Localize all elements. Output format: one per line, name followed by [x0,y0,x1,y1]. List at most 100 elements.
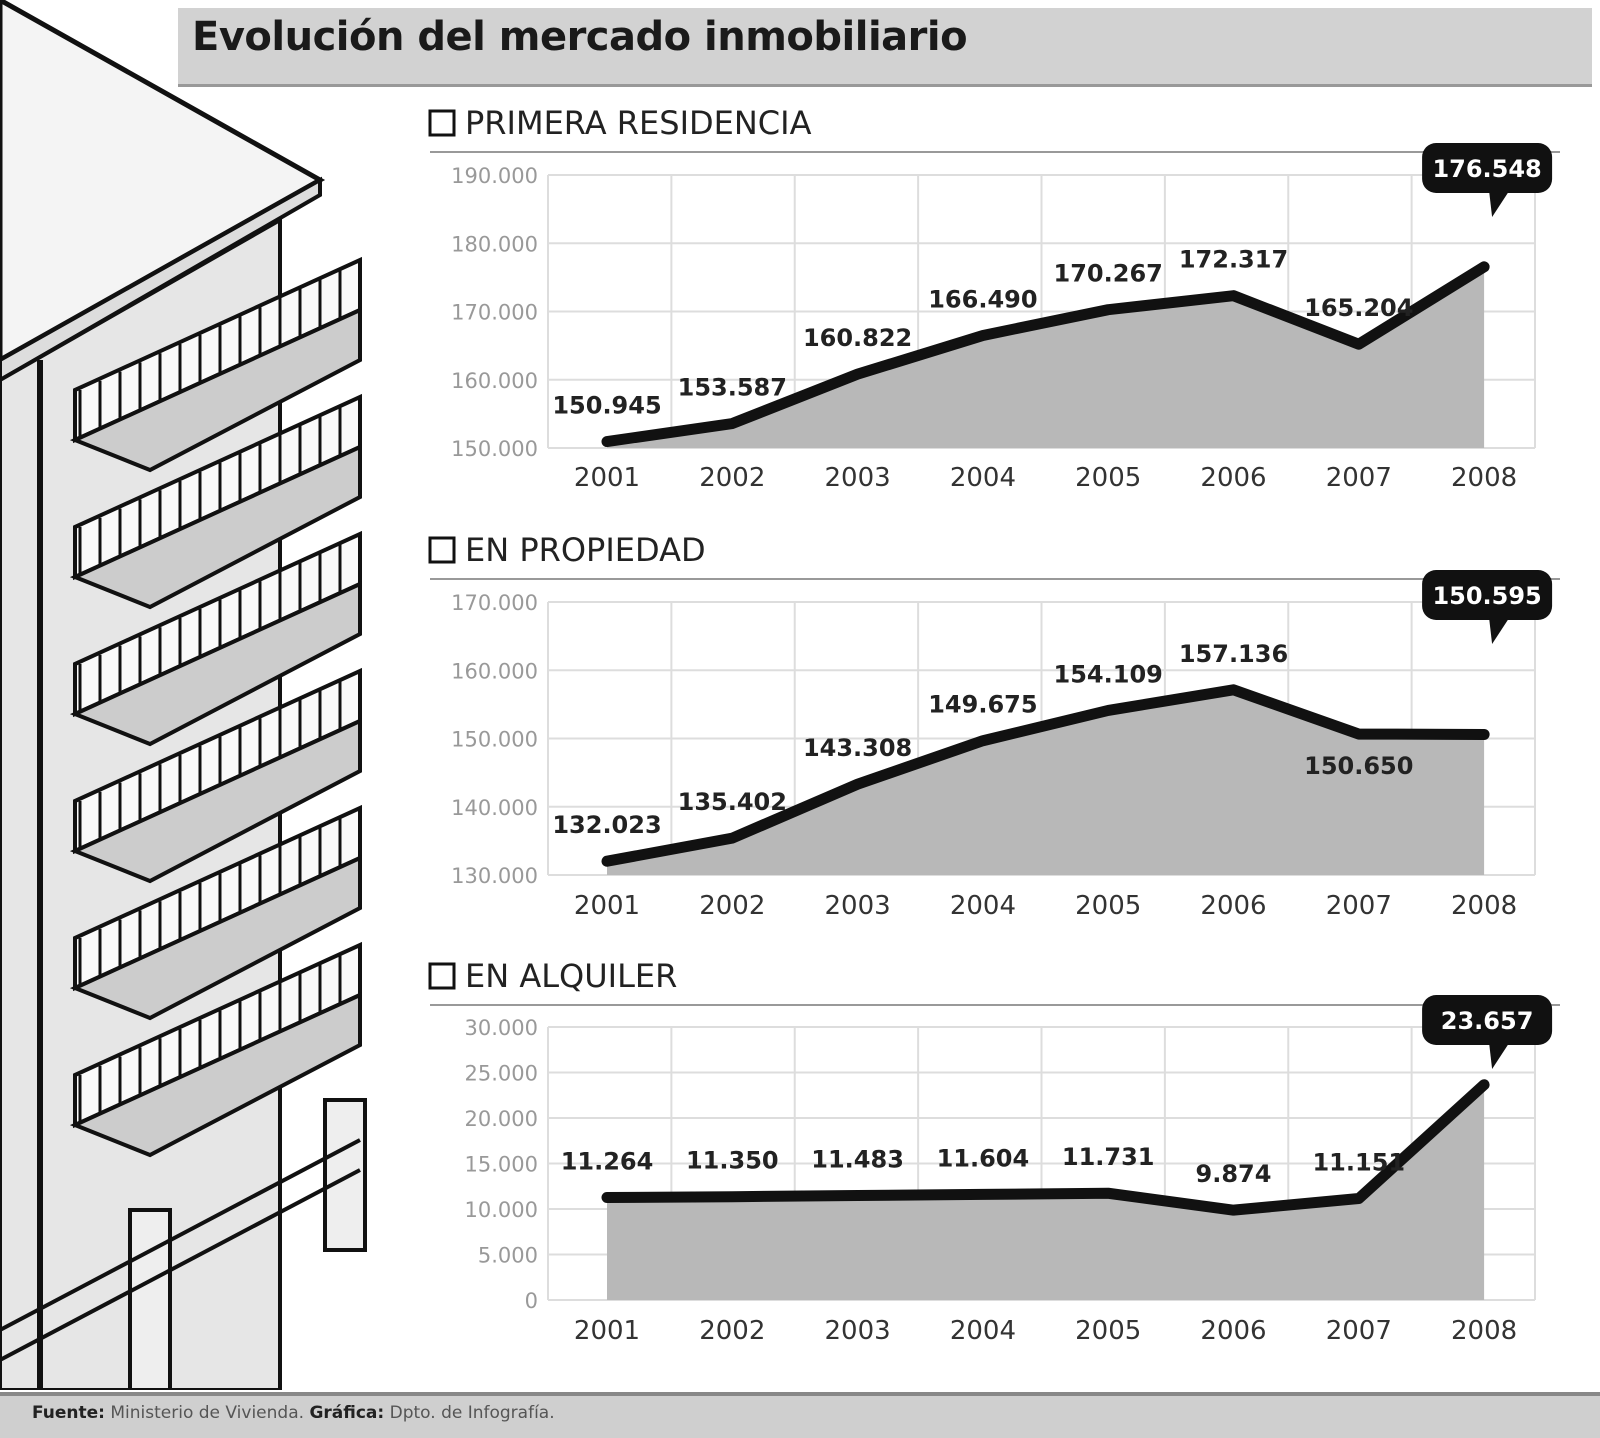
section-title: PRIMERA RESIDENCIA [465,104,812,142]
callout-value: 150.595 [1432,582,1541,610]
x-tick-label: 2004 [950,891,1016,921]
callout-pointer [1489,191,1510,217]
data-label: 11.731 [1062,1143,1155,1171]
highlight-callout: 23.657 [1422,995,1553,1069]
data-label: 135.402 [678,788,787,816]
y-tick-label: 0 [525,1289,538,1313]
x-tick-label: 2005 [1075,463,1141,493]
x-tick-label: 2001 [574,891,640,921]
chart-panel: EN ALQUILER 0 5.000 10.000 15.000 20.000 25.00… [428,957,1560,1346]
x-tick-label: 2002 [699,891,765,921]
x-tick-label: 2003 [825,891,891,921]
y-tick-label: 170.000 [451,591,538,615]
building-illustration [0,0,367,1390]
title-band [178,8,1592,87]
data-label: 11.604 [937,1144,1030,1172]
data-label: 132.023 [552,811,661,839]
data-label: 149.675 [928,691,1037,719]
x-tick-label: 2005 [1075,891,1141,921]
x-tick-label: 2002 [699,1316,765,1346]
highlight-callout: 176.548 [1422,143,1553,217]
y-tick-label: 10.000 [465,1198,538,1222]
highlight-callout: 150.595 [1422,570,1553,644]
series-line [601,1079,1490,1216]
callout-box [1422,570,1553,620]
chart-title: Evolución del mercado inmobiliario [192,14,968,60]
balcony-floor [69,991,362,1158]
x-tick-label: 2001 [574,463,640,493]
x-tick-label: 2005 [1075,1316,1141,1346]
balcony-floor [69,443,362,610]
y-tick-label: 150.000 [451,437,538,461]
x-tick-label: 2004 [950,1316,1016,1346]
section-title: EN PROPIEDAD [465,531,706,569]
data-label: 143.308 [803,734,912,762]
callout-box [1422,995,1553,1045]
data-label: 166.490 [928,285,1037,313]
y-tick-label: 140.000 [451,796,538,820]
section-box-icon [428,962,456,990]
y-tick-label: 25.000 [465,1062,538,1086]
data-label: 170.267 [1054,260,1163,288]
balcony-floor [69,580,362,747]
x-tick-label: 2003 [825,1316,891,1346]
x-tick-label: 2007 [1326,891,1392,921]
section-box-icon [428,109,456,137]
data-label: 11.483 [811,1146,904,1174]
y-tick-label: 5.000 [478,1244,538,1268]
source-label: Fuente: [32,1403,105,1423]
callout-box [1422,143,1553,193]
y-tick-label: 20.000 [465,1107,538,1131]
data-label: 154.109 [1054,660,1163,688]
data-label: 9.874 [1196,1160,1272,1188]
y-tick-label: 160.000 [451,659,538,683]
y-tick-label: 180.000 [451,232,538,256]
y-tick-label: 170.000 [451,301,538,325]
source: Ministerio de Vivienda. [110,1403,305,1423]
data-label: 165.204 [1304,294,1413,322]
y-tick-label: 190.000 [451,164,538,188]
graphic-credit: Dpto. de Infografía. [389,1403,555,1423]
callout-value: 23.657 [1441,1007,1534,1035]
y-tick-label: 160.000 [451,369,538,393]
x-tick-label: 2008 [1451,463,1517,493]
y-tick-label: 130.000 [451,864,538,888]
footer-band [0,1392,1600,1438]
series-area [607,689,1485,875]
x-tick-label: 2007 [1326,1316,1392,1346]
callout-pointer [1489,1043,1510,1069]
series-area [607,1084,1485,1300]
data-label: 157.136 [1179,640,1288,668]
data-label: 160.822 [803,324,912,352]
section-box-icon [428,536,456,564]
callout-value: 176.548 [1432,155,1541,183]
x-tick-label: 2001 [574,1316,640,1346]
footer-credits: Fuente: Ministerio de Vivienda. Gráfica:… [32,1403,555,1423]
data-label: 172.317 [1179,246,1288,274]
data-label: 150.650 [1304,752,1413,780]
chart-panel: EN PROPIEDAD 130.000 140.000 150.000 160.000… [428,531,1560,921]
data-label: 153.587 [678,374,787,402]
y-tick-label: 150.000 [451,728,538,752]
section-title: EN ALQUILER [465,957,677,995]
x-tick-label: 2006 [1200,1316,1266,1346]
series-line [601,684,1490,867]
data-label: 11.264 [561,1147,654,1175]
x-tick-label: 2006 [1200,463,1266,493]
x-tick-label: 2004 [950,463,1016,493]
x-tick-label: 2006 [1200,891,1266,921]
y-tick-label: 30.000 [465,1016,538,1040]
y-tick-label: 15.000 [465,1153,538,1177]
x-tick-label: 2003 [825,463,891,493]
graphic-label: Gráfica: [309,1403,385,1423]
x-tick-label: 2007 [1326,463,1392,493]
x-tick-label: 2002 [699,463,765,493]
callout-pointer [1489,618,1510,644]
series-line [601,261,1490,448]
balcony-floor [69,717,362,884]
data-label: 150.945 [552,392,661,420]
data-label: 11.151 [1312,1149,1405,1177]
balcony-floor [69,854,362,1021]
chart-panel: PRIMERA RESIDENCIA 150.000 160.000 170.000 1… [428,104,1560,493]
